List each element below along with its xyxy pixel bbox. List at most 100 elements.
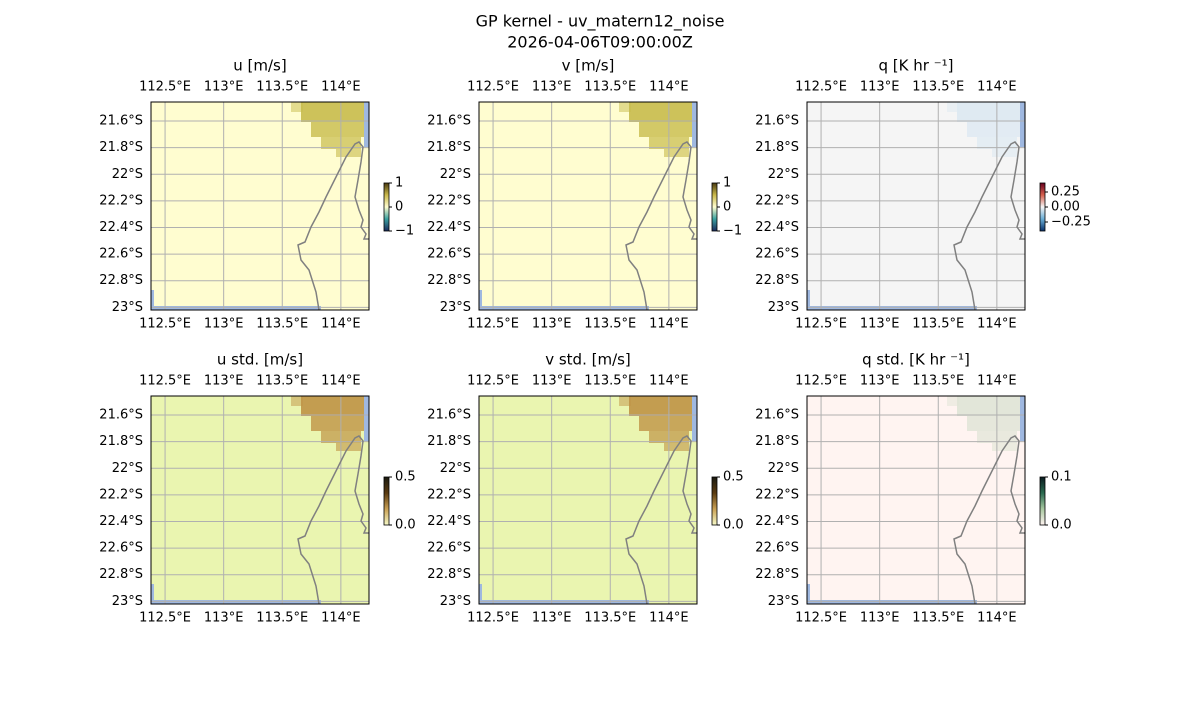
lat-tick-label: 22°S [112, 167, 143, 182]
lon-tick-label: 114°E [649, 317, 689, 332]
lon-tick-label: 113.5°E [912, 80, 964, 95]
lon-tick-label: 113.5°E [912, 317, 964, 332]
colorbar-tick-label: 0.5 [395, 470, 416, 485]
field-patch [639, 416, 694, 431]
water [807, 600, 977, 604]
colorbar-tick-label: −1 [723, 224, 742, 239]
lat-tick-label: 22.4°S [755, 220, 799, 235]
lat-tick-label: 22.4°S [99, 514, 143, 529]
water [1020, 396, 1025, 441]
lon-tick-label: 113°E [860, 611, 900, 626]
lon-tick-label: 114°E [321, 80, 361, 95]
map-frame [806, 395, 1026, 605]
colorbar-tick-label: 0.0 [1051, 518, 1072, 533]
water [151, 600, 321, 604]
panel-title: v std. [m/s] [545, 351, 631, 369]
lon-tick-label: 114°E [649, 374, 689, 389]
lon-tick-label: 113°E [532, 317, 572, 332]
map-panel [478, 101, 698, 311]
lon-tick-label: 113.5°E [584, 374, 636, 389]
field-patch [967, 416, 1022, 431]
lon-tick-label: 114°E [977, 374, 1017, 389]
lat-tick-label: 23°S [768, 300, 799, 315]
lat-tick-label: 22.4°S [427, 220, 471, 235]
lat-tick-label: 22.6°S [755, 247, 799, 262]
lat-tick-label: 21.6°S [427, 114, 471, 129]
field-patch [291, 396, 303, 406]
lat-tick-label: 22.8°S [427, 567, 471, 582]
colorbar [711, 182, 718, 232]
lon-tick-label: 114°E [321, 374, 361, 389]
lat-tick-label: 21.8°S [99, 434, 143, 449]
lon-tick-label: 112.5°E [467, 611, 519, 626]
panel-title: u std. [m/s] [217, 351, 303, 369]
lat-tick-label: 21.8°S [755, 140, 799, 155]
water [692, 102, 697, 147]
lat-tick-label: 21.6°S [755, 408, 799, 423]
lat-tick-label: 22.4°S [99, 220, 143, 235]
lat-tick-label: 21.8°S [99, 140, 143, 155]
lon-tick-label: 113°E [204, 611, 244, 626]
lat-tick-label: 22.2°S [755, 193, 799, 208]
figure-subtitle: 2026-04-06T09:00:00Z [507, 33, 693, 52]
lat-tick-label: 21.6°S [755, 114, 799, 129]
lat-tick-label: 21.8°S [427, 140, 471, 155]
lon-tick-label: 114°E [649, 80, 689, 95]
water [151, 290, 154, 310]
water [479, 290, 482, 310]
lon-tick-label: 112.5°E [795, 80, 847, 95]
lat-tick-label: 22°S [768, 167, 799, 182]
map-panel [150, 101, 370, 311]
lon-tick-label: 113.5°E [256, 80, 308, 95]
lon-tick-label: 113.5°E [584, 317, 636, 332]
field-patch [629, 396, 697, 416]
lon-tick-label: 113°E [860, 374, 900, 389]
colorbar [383, 182, 390, 232]
lat-tick-label: 22.8°S [755, 273, 799, 288]
map-panel [806, 101, 1026, 311]
lat-tick-label: 21.6°S [99, 114, 143, 129]
field-patch [311, 416, 366, 431]
colorbar-tick-label: 0.25 [1051, 185, 1080, 200]
lat-tick-label: 22.8°S [755, 567, 799, 582]
colorbar [711, 476, 718, 526]
water [151, 306, 321, 310]
lat-tick-label: 22°S [440, 167, 471, 182]
field-patch [947, 396, 959, 406]
colorbar-tick-label: 0 [395, 200, 403, 215]
lat-tick-label: 21.8°S [755, 434, 799, 449]
water [807, 290, 810, 310]
lat-tick-label: 22.8°S [99, 273, 143, 288]
lon-tick-label: 112.5°E [795, 374, 847, 389]
lat-tick-label: 22.6°S [427, 541, 471, 556]
lat-tick-label: 22.4°S [755, 514, 799, 529]
colorbar-tick-label: 0.0 [395, 518, 416, 533]
lat-tick-label: 22°S [112, 461, 143, 476]
lon-tick-label: 112.5°E [467, 374, 519, 389]
lon-tick-label: 114°E [977, 611, 1017, 626]
field-patch [619, 102, 631, 112]
colorbar-tick-label: 1 [395, 176, 403, 191]
lon-tick-label: 112.5°E [139, 374, 191, 389]
figure-title: GP kernel - uv_matern12_noise [476, 12, 725, 32]
field-patch [301, 102, 369, 122]
lon-tick-label: 114°E [977, 317, 1017, 332]
lon-tick-label: 113°E [204, 374, 244, 389]
lon-tick-label: 114°E [649, 611, 689, 626]
lon-tick-label: 113.5°E [912, 611, 964, 626]
lon-tick-label: 113.5°E [256, 374, 308, 389]
lon-tick-label: 112.5°E [139, 317, 191, 332]
water [479, 306, 649, 310]
colorbar [383, 476, 390, 526]
field-patch [619, 396, 631, 406]
field-patch [629, 102, 697, 122]
field-patch [301, 396, 369, 416]
lon-tick-label: 113.5°E [912, 374, 964, 389]
colorbar-tick-label: 0.00 [1051, 200, 1080, 215]
map-panel [478, 395, 698, 605]
lon-tick-label: 113.5°E [584, 611, 636, 626]
water [807, 306, 977, 310]
lon-tick-label: 112.5°E [795, 611, 847, 626]
lat-tick-label: 22.8°S [99, 567, 143, 582]
